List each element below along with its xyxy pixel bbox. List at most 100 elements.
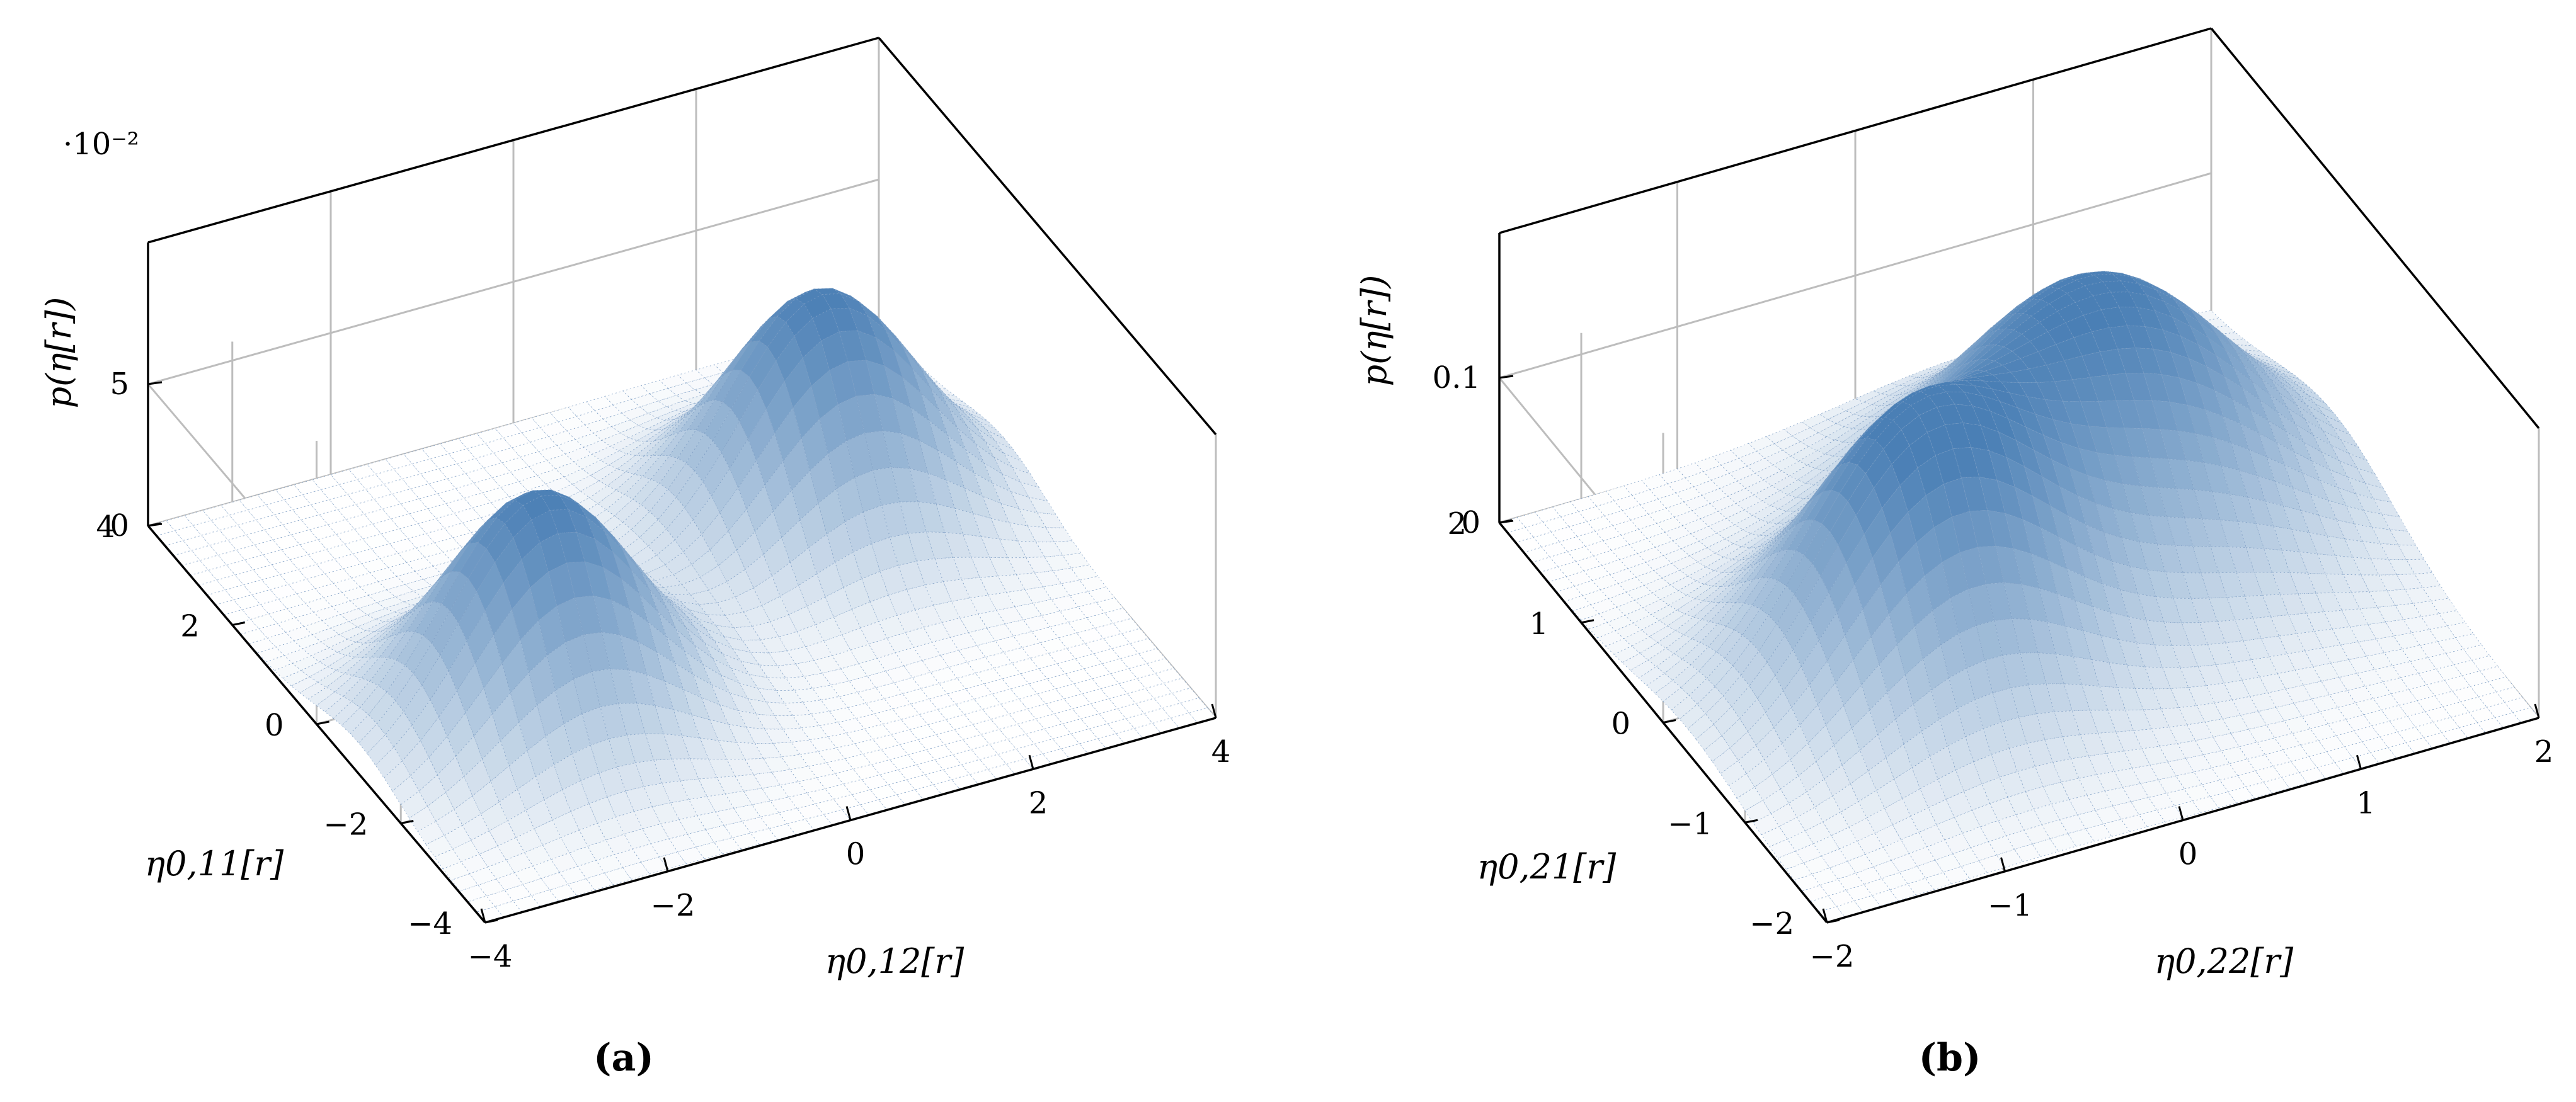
surface-patch — [667, 462, 696, 498]
surface-patch — [1861, 404, 1889, 418]
surface-patch — [1753, 485, 1781, 501]
surface-patch — [312, 474, 340, 491]
surface-patch — [1772, 759, 1799, 790]
surface-patch — [1045, 698, 1073, 715]
surface-patch — [2196, 702, 2223, 723]
surface-patch — [958, 645, 987, 663]
surface-patch — [2362, 541, 2390, 560]
surface-patch — [329, 621, 358, 635]
surface-patch — [1010, 683, 1038, 700]
surface-patch — [2291, 379, 2318, 395]
surface-patch — [366, 608, 395, 620]
surface-patch — [1937, 383, 1966, 393]
surface-patch — [376, 700, 404, 736]
surface-patch — [2207, 336, 2235, 369]
surface-patch — [1937, 356, 1964, 382]
surface-patch — [361, 558, 389, 574]
surface-patch — [362, 533, 391, 550]
surface-patch — [417, 821, 445, 845]
surface-patch — [2173, 298, 2201, 323]
surface-patch — [1094, 623, 1123, 639]
surface-patch — [585, 872, 614, 890]
surface-patch — [745, 554, 772, 589]
surface-patch — [1037, 688, 1065, 705]
surface-patch — [690, 589, 718, 605]
surface-patch — [924, 769, 953, 785]
surface-patch — [598, 766, 626, 797]
surface-patch — [1052, 567, 1080, 584]
y-tick — [1744, 819, 1758, 824]
surface-patch — [2080, 400, 2107, 428]
surface-patch — [2039, 588, 2066, 627]
surface-patch — [1989, 411, 2017, 441]
surface-patch — [1724, 529, 1752, 544]
surface-patch — [629, 545, 658, 567]
surface-patch — [679, 601, 708, 616]
surface-patch — [1978, 855, 2006, 873]
surface-patch — [1961, 860, 1988, 879]
surface-patch — [2034, 450, 2061, 488]
surface-patch — [1809, 419, 1837, 433]
surface-patch — [329, 494, 357, 510]
xlabel-b: η0,22[r] — [2155, 941, 2294, 981]
surface-patch — [985, 441, 1014, 469]
surface-patch — [2093, 273, 2122, 282]
surface-patch — [888, 779, 916, 795]
surface-patch — [1697, 552, 1724, 567]
x-tick-label: −2 — [1810, 939, 1855, 974]
surface-patch — [575, 595, 602, 635]
surface-patch — [820, 331, 849, 371]
surface-patch — [2189, 325, 2218, 357]
surface-patch — [538, 605, 566, 656]
surface-patch — [466, 443, 495, 459]
surface-patch — [867, 671, 895, 688]
surface-patch — [607, 790, 635, 818]
surface-patch — [724, 341, 752, 375]
surface-patch — [1792, 427, 1819, 442]
surface-patch — [1991, 747, 2018, 778]
surface-patch — [646, 419, 674, 431]
surface-patch — [1743, 500, 1771, 516]
x-tick-label: 0 — [2178, 837, 2198, 872]
surface-patch — [573, 671, 601, 714]
surface-patch — [1766, 635, 1794, 676]
surface-patch — [955, 698, 983, 715]
surface-patch — [1089, 723, 1117, 739]
surface-patch — [588, 796, 617, 824]
surface-patch — [1884, 401, 1912, 421]
surface-patch — [947, 688, 975, 705]
surface-patch — [1823, 811, 1850, 836]
surface-patch — [1090, 698, 1118, 714]
surface-patch — [1136, 673, 1165, 689]
surface-patch — [688, 609, 717, 627]
surface-patch — [569, 846, 597, 867]
surface-patch — [2163, 300, 2191, 327]
surface-patch — [1787, 482, 1815, 498]
surface-patch — [1727, 487, 1755, 504]
surface-patch — [1698, 533, 1726, 548]
surface-patch — [2130, 276, 2156, 290]
surface-patch — [585, 516, 614, 554]
surface-patch — [687, 616, 715, 641]
surface-patch — [465, 467, 493, 484]
surface-patch — [942, 579, 971, 602]
surface-patch — [1763, 742, 1791, 775]
surface-patch — [522, 495, 551, 521]
surface-patch — [1143, 708, 1172, 724]
surface-patch — [2275, 368, 2302, 381]
y-tick-label: −4 — [408, 906, 452, 941]
surface-patch — [2092, 606, 2119, 640]
surface-patch — [2351, 591, 2378, 610]
surface-patch — [1777, 550, 1805, 586]
surface-patch — [803, 293, 832, 319]
surface-patch — [1928, 362, 1955, 387]
z-tick-label: 0.1 — [1433, 360, 1480, 395]
surface-patch — [929, 693, 957, 710]
surface-patch — [1728, 564, 1756, 586]
z-tick — [147, 523, 163, 527]
surface-patch — [400, 498, 428, 514]
surface-patch — [1180, 697, 1208, 713]
surface-patch — [2277, 411, 2305, 443]
surface-patch — [397, 603, 425, 634]
